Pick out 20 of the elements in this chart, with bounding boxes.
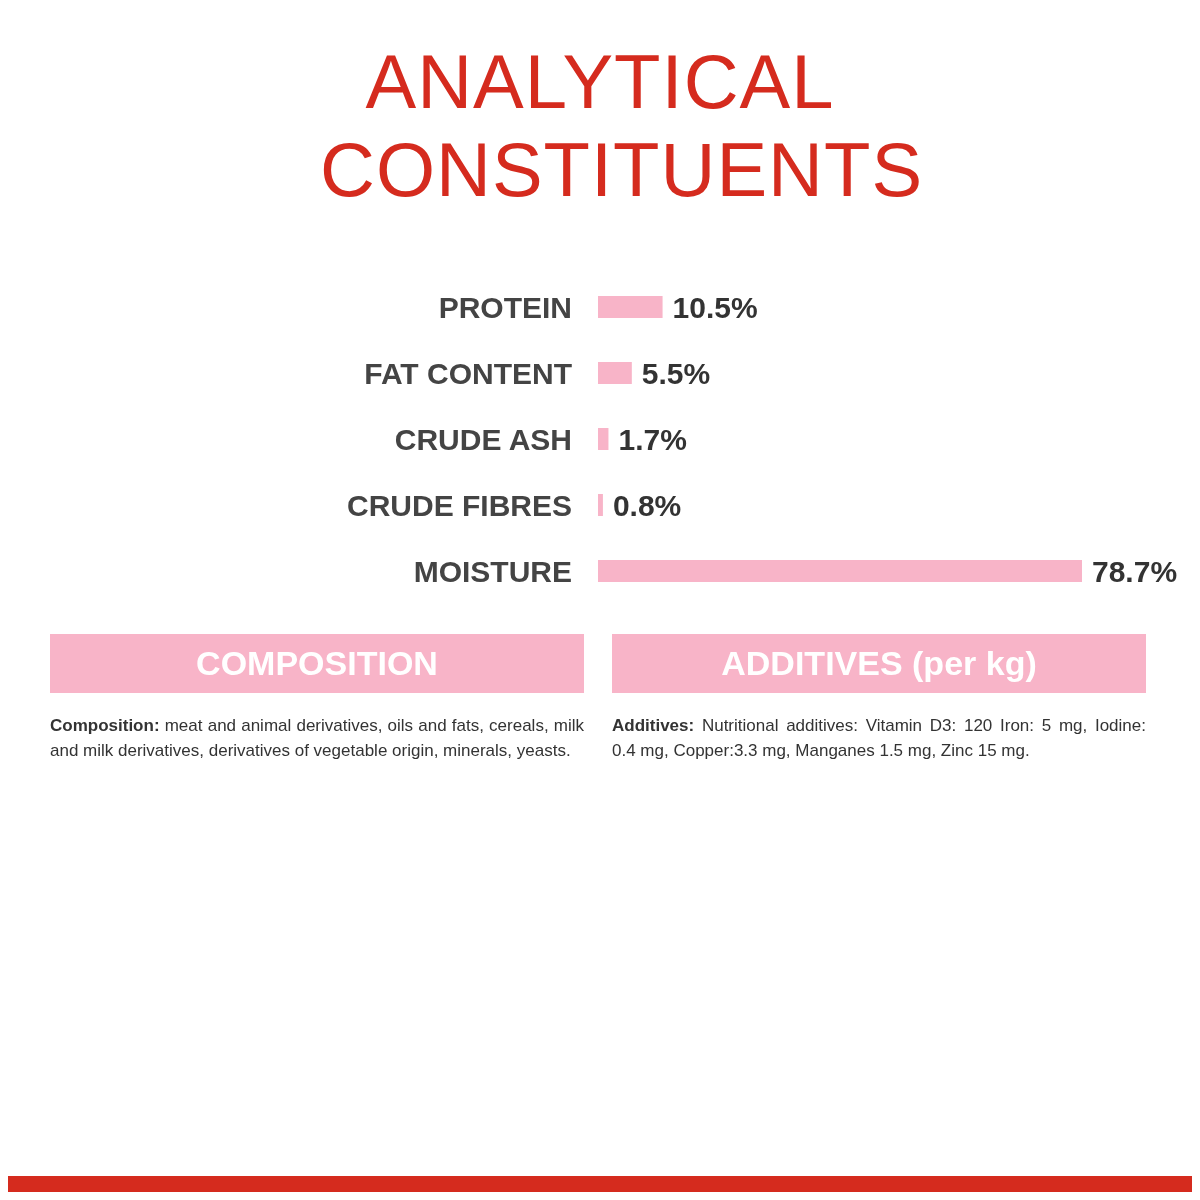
bar xyxy=(598,560,1082,582)
data-label: 1.7% xyxy=(618,422,687,456)
data-label: 10.5% xyxy=(672,290,758,324)
y-tick-label: PROTEIN xyxy=(438,290,572,324)
bar xyxy=(598,362,632,384)
bar xyxy=(598,494,603,516)
y-tick-label: CRUDE FIBRES xyxy=(346,488,572,522)
data-label: 5.5% xyxy=(641,356,711,390)
chart-title: ANALYTICAL CONSTITUENTS xyxy=(320,38,924,214)
text: ADDITIVES (per kg) xyxy=(612,634,1146,693)
data-label: 0.8% xyxy=(612,488,682,522)
bar xyxy=(598,296,663,318)
text: Additives: Nutritional additives: Vitamin D3: 120 Iron: 5 mg, Iodine: 0.4 mg, Copper:3.3 mg, Manganes 1.5 mg, Zinc 15 mg. xyxy=(612,716,1146,760)
y-tick-label: FAT CONTENT xyxy=(364,356,572,390)
y-tick-label: CRUDE ASH xyxy=(394,422,572,456)
y-tick-label: MOISTURE xyxy=(413,554,572,588)
text: COMPOSITION xyxy=(50,634,584,693)
text: Composition: meat and animal derivatives, oils and fats, cereals, milk and milk derivatives, derivatives of vegetable origin, minerals, yeasts. xyxy=(50,716,584,760)
data-label: 78.7% xyxy=(1092,554,1178,588)
bar xyxy=(598,428,609,450)
